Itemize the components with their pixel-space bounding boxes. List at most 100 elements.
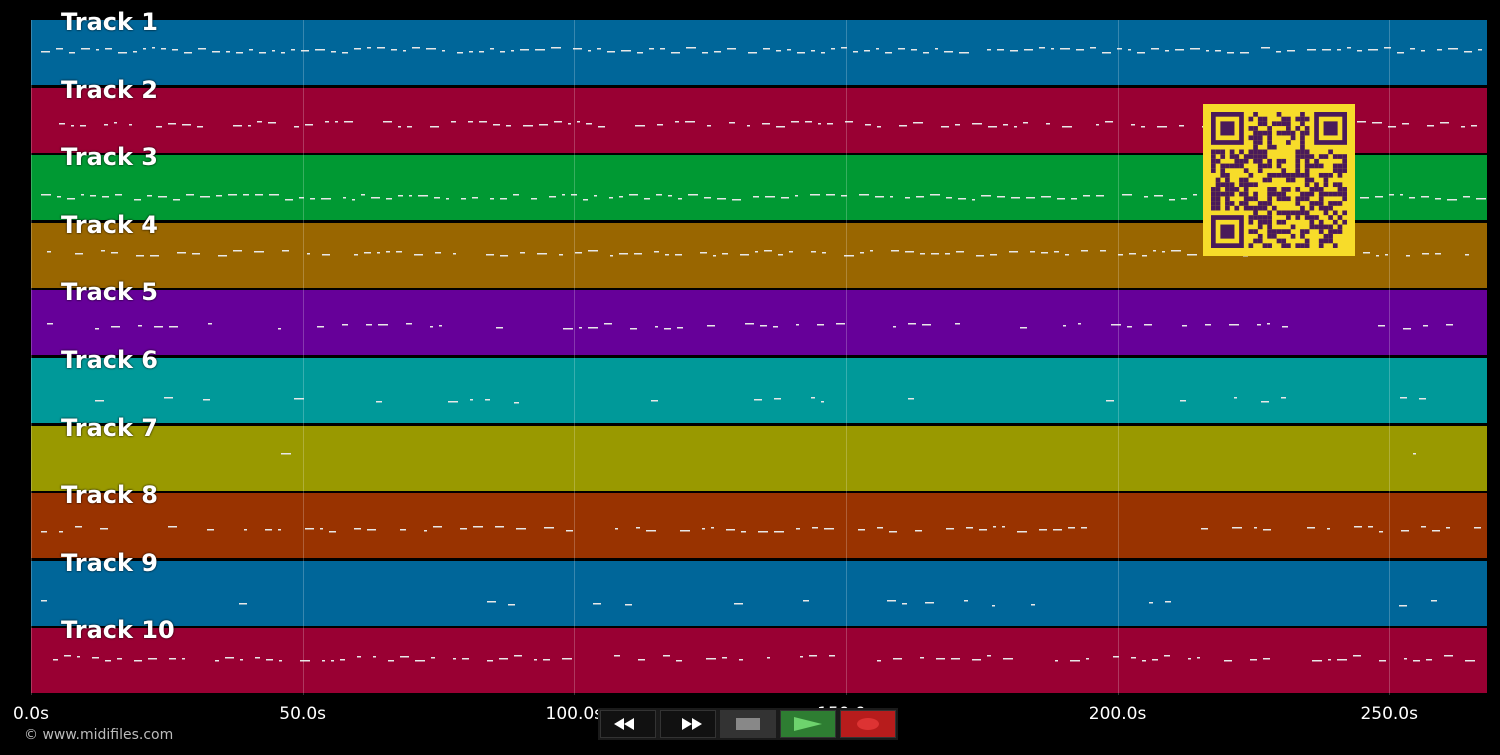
track-lane[interactable]: Track 8	[31, 481, 1487, 559]
note-mark	[890, 196, 893, 198]
stop-button[interactable]	[720, 710, 776, 738]
note-mark	[841, 47, 847, 49]
note-mark	[57, 196, 61, 198]
note-mark	[75, 526, 82, 528]
note-mark	[415, 660, 425, 662]
note-mark	[75, 252, 83, 255]
note-mark	[1232, 527, 1242, 529]
gridline	[845, 20, 847, 695]
note-mark	[707, 124, 711, 127]
rewind-button[interactable]	[600, 710, 656, 738]
track-lane[interactable]: Track 7	[31, 414, 1487, 491]
note-mark	[77, 656, 80, 658]
note-mark	[729, 121, 735, 124]
note-mark	[621, 50, 631, 52]
note-mark	[1379, 531, 1383, 533]
note-mark	[1011, 197, 1020, 199]
track-lane[interactable]: Track 9	[31, 549, 1487, 626]
note-mark	[487, 600, 496, 603]
note-mark	[987, 49, 991, 51]
note-mark	[609, 197, 613, 199]
note-mark	[1388, 125, 1396, 128]
note-mark	[688, 194, 698, 196]
note-mark	[1413, 452, 1416, 455]
note-mark	[1368, 526, 1373, 528]
note-mark	[841, 195, 847, 197]
note-mark	[386, 198, 392, 200]
note-mark	[101, 249, 105, 252]
note-mark	[398, 195, 403, 197]
note-mark	[1083, 195, 1090, 197]
note-mark	[739, 659, 743, 661]
note-mark	[972, 659, 981, 661]
note-mark	[827, 122, 833, 125]
note-mark	[1102, 52, 1111, 54]
note-mark	[1426, 659, 1432, 661]
note-mark	[1375, 196, 1383, 198]
note-mark	[966, 527, 973, 529]
note-mark	[117, 658, 122, 660]
play-button[interactable]	[780, 710, 836, 738]
note-mark	[714, 51, 721, 53]
track-lane[interactable]: Track 5	[31, 278, 1487, 356]
note-mark	[1431, 599, 1437, 602]
note-mark	[506, 124, 511, 127]
note-mark	[534, 659, 537, 661]
note-mark	[294, 398, 304, 400]
fast-forward-button[interactable]	[660, 710, 716, 738]
record-button[interactable]	[840, 710, 896, 738]
note-mark	[776, 125, 785, 128]
note-mark	[1105, 120, 1113, 123]
track-label: Track 4	[61, 210, 159, 239]
note-mark	[216, 195, 222, 197]
note-mark	[531, 198, 537, 200]
note-mark	[908, 398, 914, 400]
note-mark	[80, 124, 86, 127]
note-mark	[571, 194, 577, 196]
note-mark	[946, 197, 952, 199]
track-lane[interactable]: Track 6	[31, 346, 1487, 423]
note-mark	[391, 49, 397, 51]
note-mark	[543, 659, 550, 661]
note-mark	[500, 254, 508, 257]
note-mark	[1465, 253, 1469, 256]
note-mark	[499, 658, 508, 660]
note-mark	[635, 124, 645, 127]
note-mark	[197, 125, 203, 128]
track-lane[interactable]: Track 1	[31, 8, 1487, 85]
note-mark	[745, 323, 754, 325]
note-mark	[1057, 198, 1065, 200]
note-mark	[453, 252, 456, 255]
note-mark	[979, 529, 987, 531]
note-mark	[1096, 123, 1099, 126]
note-mark	[479, 51, 484, 53]
note-mark	[169, 326, 178, 328]
track-lane[interactable]: Track 10	[31, 616, 1487, 694]
note-mark	[753, 196, 759, 198]
note-mark	[1337, 49, 1341, 51]
note-mark	[1062, 125, 1072, 128]
note-mark	[329, 531, 336, 533]
note-mark	[56, 48, 63, 50]
note-mark	[597, 48, 601, 50]
note-mark	[513, 194, 519, 196]
note-mark	[90, 195, 96, 197]
note-mark	[111, 326, 120, 328]
note-mark	[575, 251, 582, 254]
note-mark	[95, 400, 104, 402]
note-mark	[997, 196, 1005, 198]
note-mark	[403, 50, 406, 52]
note-mark	[156, 125, 162, 128]
note-mark	[200, 196, 210, 198]
note-mark	[678, 198, 682, 200]
note-mark	[935, 48, 938, 50]
note-mark	[468, 120, 473, 123]
note-mark	[59, 531, 63, 533]
note-mark	[629, 194, 638, 196]
note-mark	[377, 47, 385, 49]
note-mark	[944, 51, 953, 53]
note-mark	[911, 49, 917, 51]
note-mark	[981, 195, 991, 197]
note-mark	[192, 252, 200, 255]
